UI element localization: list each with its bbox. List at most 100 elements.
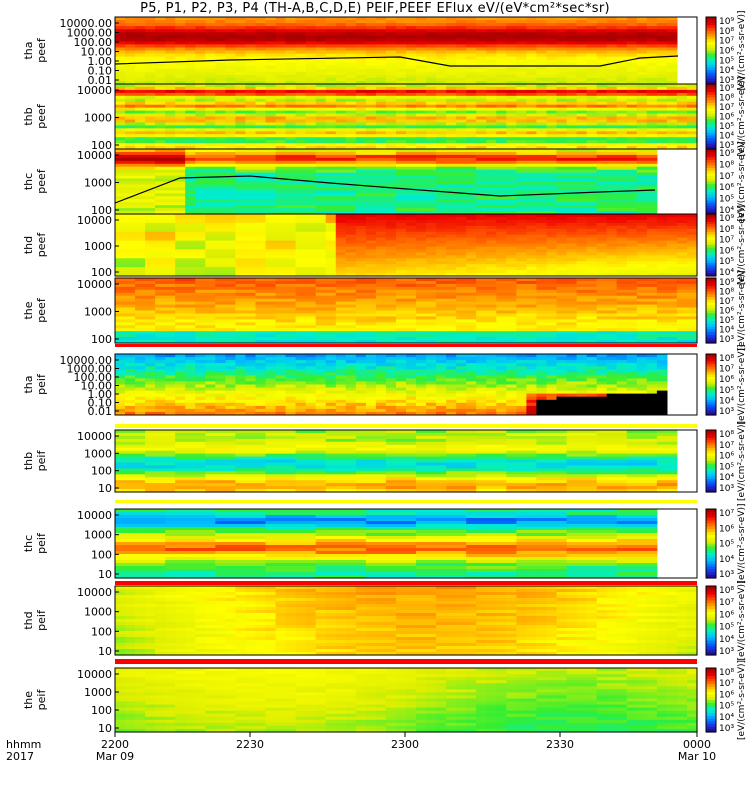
colorbar-tick-label: 10⁸ [719, 160, 734, 170]
colorbar-tick-label: 10⁷ [719, 509, 734, 519]
colorbar-tick-label: 10⁵ [719, 195, 734, 205]
x-tick-label: 2200 [101, 738, 129, 751]
colorbar-tick-label: 10⁵ [719, 122, 734, 132]
y-tick-label: 10000 [77, 509, 112, 522]
y-tick-label: 100.00 [74, 36, 113, 49]
panel-product-label: peef [35, 297, 48, 323]
colorbar-tick-label: 10⁹ [719, 214, 734, 224]
colorbar-tick-label: 10⁴ [719, 268, 734, 278]
colorbar-tick-label: 10⁸ [719, 27, 734, 37]
spectrogram-panel-8: 10000 1000 100 10 thc peif [22, 508, 698, 581]
y-tick-label: 10.00 [81, 380, 113, 393]
colorbar-tick-label: 10⁴ [719, 555, 734, 565]
y-tick-label: 0.01 [88, 74, 113, 87]
colorbar-tick-label: 10⁴ [719, 326, 734, 336]
y-tick-label: 100 [91, 333, 112, 346]
colorbar-tick-label: 10⁵ [719, 386, 734, 396]
y-tick-label: 10000.00 [60, 354, 113, 367]
colorbar-tick-label: 10⁹ [719, 84, 734, 94]
x-tick-label: 2330 [546, 738, 574, 751]
panel-product-label: peif [35, 532, 48, 554]
colorbar-tick-label: 10⁷ [719, 297, 734, 307]
colorbar-unit-label: [eV/(cm²-s-sr-eV)] [737, 421, 747, 501]
spectrogram-panel-4: 10000 1000 100 thd peef [22, 213, 698, 279]
panel-product-label: peif [35, 373, 48, 395]
y-tick-label: 1000 [84, 686, 112, 699]
y-tick-label: 10000 [77, 149, 112, 162]
y-tick-label: 10 [98, 722, 112, 735]
panel-probe-label: thc [22, 535, 35, 552]
colorbar-tick-label: 10⁸ [719, 354, 734, 364]
colorbar-tick-label: 10⁴ [719, 132, 734, 142]
y-tick-label: 100 [91, 465, 112, 478]
y-tick-label: 1.00 [88, 55, 113, 68]
panel-frame [114, 508, 698, 579]
y-tick-label: 1000 [84, 447, 112, 460]
colorbar-unit-label: [eV/(cm²-s-sr-eV)] [737, 10, 747, 90]
y-tick-label: 100 [91, 625, 112, 638]
x-date-label: Mar 10 [678, 750, 716, 763]
panel-product-label: peef [35, 103, 48, 129]
panel-product-label: peif [35, 609, 48, 631]
colorbar-unit-label: [eV/(cm²-s-sr-eV)] [737, 76, 747, 156]
y-tick-label: 10 [98, 568, 112, 581]
panel-frame [114, 213, 698, 277]
panel-frame [114, 277, 698, 344]
colorbar-tick-label: 10⁷ [719, 172, 734, 182]
colorbar-tick-label: 10⁴ [719, 66, 734, 76]
x-tick-label: 2230 [236, 738, 264, 751]
panel-product-label: peef [35, 168, 48, 194]
overlay-line [114, 55, 679, 67]
panel-frame [114, 585, 698, 656]
panel-frame [114, 353, 698, 416]
colorbar-tick-label: 10⁶ [719, 307, 734, 317]
colorbar-tick-label: 10³ [719, 724, 734, 734]
panel-product-label: peif [35, 689, 48, 711]
colorbar-tick-label: 10⁹ [719, 278, 734, 288]
colorbar-tick-label: 10⁴ [719, 396, 734, 406]
y-tick-label: 10000 [77, 84, 112, 97]
spectrogram-panel-9: 10000 1000 100 10 thd peif [22, 585, 698, 658]
y-tick-label: 0.10 [88, 65, 113, 78]
colorbar-tick-label: 10⁵ [719, 316, 734, 326]
colorbar-tick-label: 10⁵ [719, 257, 734, 267]
flag-bar [115, 424, 697, 428]
panel-probe-label: tha [22, 41, 35, 59]
y-tick-label: 10000 [77, 668, 112, 681]
y-tick-label: 100 [91, 204, 112, 217]
colorbar-tick-label: 10⁶ [719, 690, 734, 700]
x-date-label: Mar 09 [96, 750, 134, 763]
colorbar-tick-label: 10⁸ [719, 586, 734, 596]
colorbar-unit-label: [eV/(cm²-s-sr-eV)] [737, 503, 747, 583]
y-tick-label: 1000 [84, 529, 112, 542]
y-tick-label: 1000 [84, 177, 112, 190]
colorbar-tick-label: 10⁸ [719, 94, 734, 104]
y-tick-label: 1.00 [88, 388, 113, 401]
y-tick-label: 10000 [77, 214, 112, 227]
y-tick-label: 10 [98, 482, 112, 495]
spectrogram-panel-5: 10000 1000 100 the peef [22, 277, 698, 346]
colorbar-unit-label: [eV/(cm²-s-sr-eV)] [737, 141, 747, 221]
panel-probe-label: tha [22, 375, 35, 393]
x-tick-label: 2300 [391, 738, 419, 751]
spectrogram-panel-10: 10000 1000 100 10 the peif [22, 667, 698, 735]
colorbar-tick-label: 10⁷ [719, 37, 734, 47]
colorbar-unit-label: [eV/(cm²-s-sr-eV)] [737, 344, 747, 424]
colorbar-tick-label: 10³ [719, 141, 734, 151]
y-tick-label: 10000.00 [60, 17, 113, 30]
y-tick-label: 10.00 [81, 46, 113, 59]
colorbar-tick-label: 10⁷ [719, 103, 734, 113]
colorbar-tick-label: 10⁹ [719, 149, 734, 159]
y-tick-label: 100 [91, 704, 112, 717]
colorbar-tick-label: 10⁸ [719, 225, 734, 235]
colorbar-tick-label: 10⁸ [719, 288, 734, 298]
colorbar-tick-label: 10⁵ [719, 702, 734, 712]
panel-probe-label: thd [22, 611, 35, 629]
colorbar-tick-label: 10³ [719, 76, 734, 86]
y-tick-label: 10000 [77, 278, 112, 291]
